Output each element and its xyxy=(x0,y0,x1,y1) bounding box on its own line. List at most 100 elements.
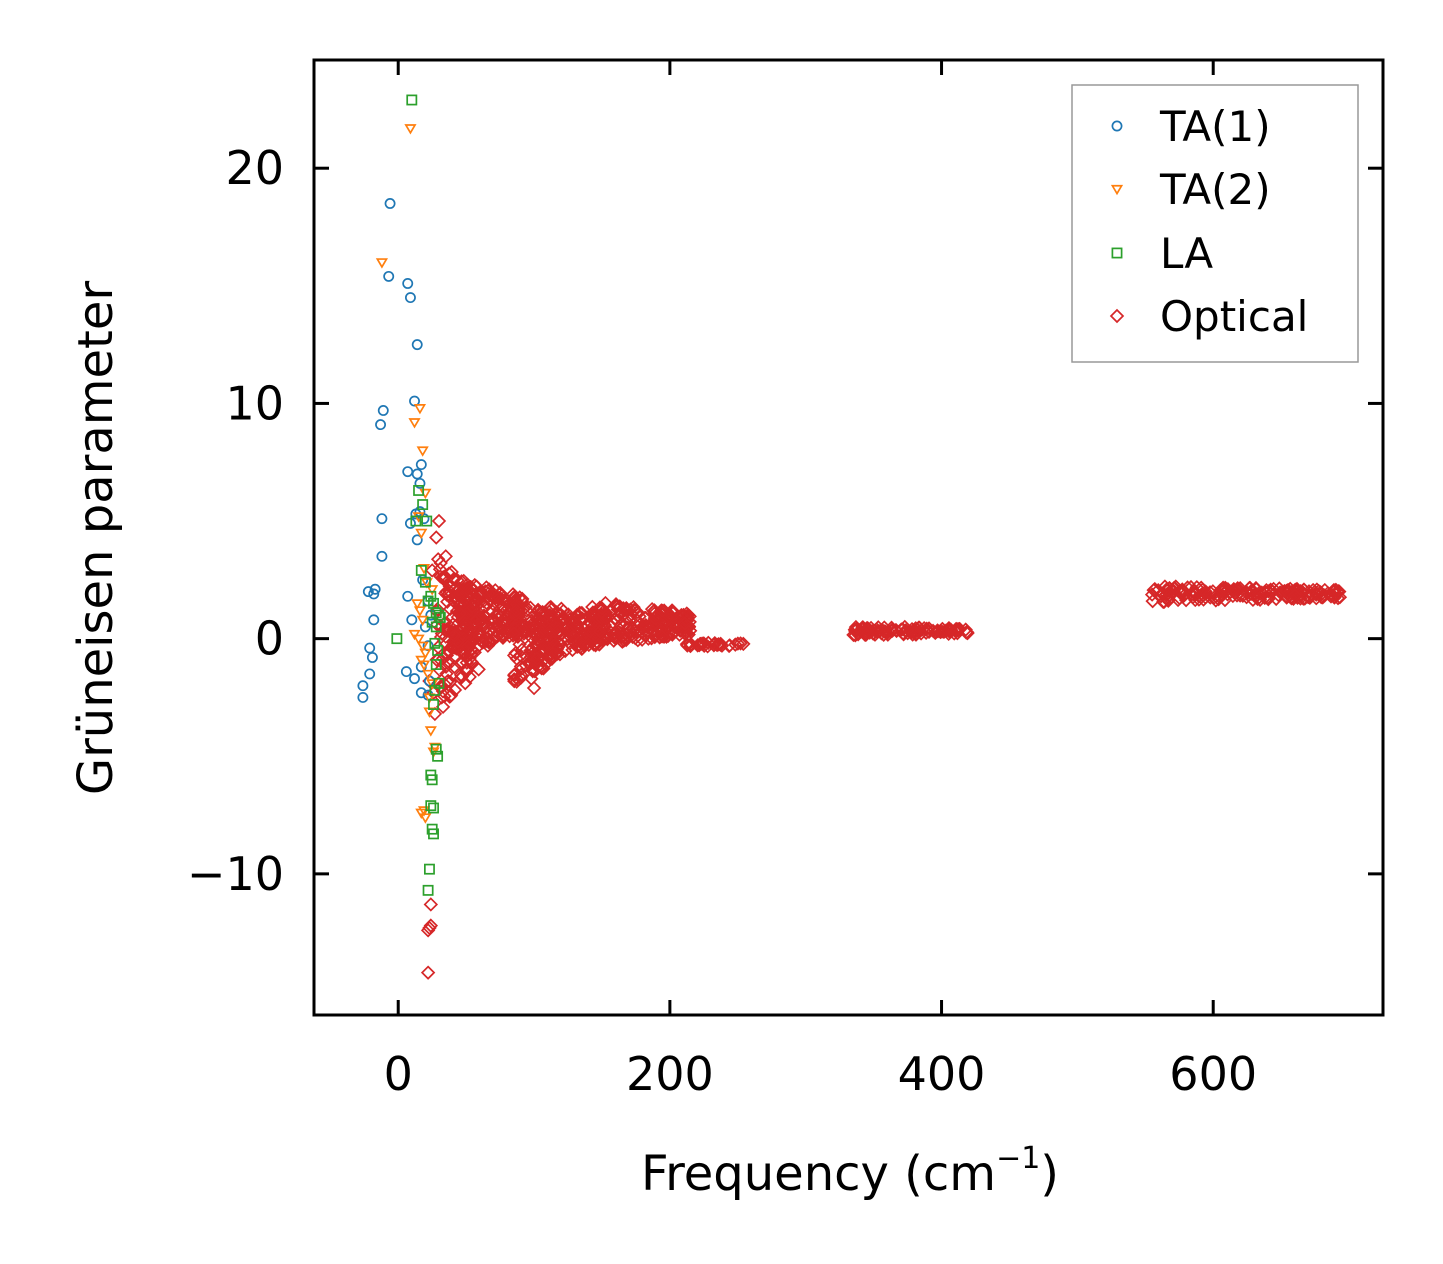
optical-point xyxy=(530,627,545,643)
optical-point xyxy=(1272,581,1287,596)
optical-point xyxy=(478,621,493,637)
optical-point xyxy=(584,616,599,631)
data-point xyxy=(419,576,431,588)
data-point xyxy=(432,750,444,762)
optical-point xyxy=(518,658,534,673)
optical-point xyxy=(508,618,524,633)
x-tick-label: 400 xyxy=(898,1047,986,1101)
optical-point xyxy=(894,622,909,637)
legend-marker xyxy=(1109,308,1125,324)
data-point xyxy=(430,743,442,755)
optical-point xyxy=(610,599,625,614)
optical-point xyxy=(858,623,873,638)
optical-point xyxy=(947,626,962,641)
optical-point xyxy=(680,608,695,623)
optical-point xyxy=(556,603,571,619)
optical-point xyxy=(514,642,530,657)
optical-point xyxy=(461,635,476,650)
optical-point xyxy=(452,597,468,613)
data-point xyxy=(362,586,374,598)
optical-point xyxy=(1301,584,1317,599)
optical-point xyxy=(519,603,534,618)
data-point xyxy=(429,684,441,696)
optical-point xyxy=(507,621,522,637)
optical-point xyxy=(1176,588,1191,604)
optical-point xyxy=(460,583,475,599)
optical-point xyxy=(644,631,659,646)
optical-point xyxy=(1196,592,1211,607)
optical-point xyxy=(547,637,562,653)
x-tick-label: 200 xyxy=(626,1047,714,1101)
optical-point xyxy=(847,622,863,637)
legend-label-la: LA xyxy=(1160,229,1213,278)
optical-point xyxy=(875,622,890,638)
optical-point xyxy=(488,608,504,624)
data-point xyxy=(413,404,427,415)
data-point xyxy=(411,339,423,351)
data-point xyxy=(391,633,403,645)
optical-point xyxy=(550,620,566,636)
optical-point xyxy=(482,622,497,638)
optical-point xyxy=(515,591,530,607)
optical-point xyxy=(452,586,468,602)
optical-point xyxy=(450,634,466,649)
optical-point xyxy=(606,616,622,631)
data-point xyxy=(426,585,439,596)
data-point xyxy=(402,590,414,602)
optical-point xyxy=(453,667,469,683)
data-point xyxy=(368,614,380,626)
optical-point xyxy=(569,607,585,622)
optical-point xyxy=(928,625,943,641)
optical-point xyxy=(515,593,530,609)
optical-point xyxy=(607,626,622,642)
data-point xyxy=(424,726,437,737)
optical-point xyxy=(447,628,462,643)
optical-point xyxy=(1309,582,1325,597)
data-point xyxy=(409,395,420,407)
data-point xyxy=(420,965,436,980)
data-point xyxy=(357,680,369,692)
data-point xyxy=(411,599,424,610)
data-point xyxy=(404,292,416,304)
optical-point xyxy=(1175,582,1190,597)
data-point xyxy=(404,124,417,135)
optical-point xyxy=(733,636,748,651)
optical-point xyxy=(1170,592,1186,608)
optical-point xyxy=(453,656,469,672)
data-point xyxy=(410,515,422,527)
optical-point xyxy=(460,639,475,654)
data-point xyxy=(375,258,389,269)
optical-point xyxy=(439,666,454,681)
optical-point xyxy=(529,651,545,666)
x-axis-label-main: Frequency (cm xyxy=(641,1146,996,1202)
y-tick-label: 0 xyxy=(255,612,284,666)
optical-point xyxy=(523,654,538,670)
optical-point xyxy=(492,590,507,606)
optical-point xyxy=(1161,592,1176,607)
optical-point xyxy=(443,688,458,704)
data-point xyxy=(408,418,421,429)
data-point xyxy=(412,634,425,645)
optical-point xyxy=(1279,583,1294,599)
optical-point xyxy=(481,586,496,601)
optical-point xyxy=(653,622,668,637)
legend-marker xyxy=(1111,120,1123,132)
optical-point xyxy=(650,607,665,622)
data-point xyxy=(417,499,429,511)
optical-point xyxy=(481,582,497,597)
data-point xyxy=(434,612,446,623)
optical-point xyxy=(509,603,524,618)
optical-point xyxy=(936,624,952,640)
optical-point xyxy=(542,607,558,623)
legend: TA(1) TA(2) LA Optical xyxy=(1071,84,1359,363)
optical-point xyxy=(492,585,508,601)
data-point xyxy=(524,671,539,686)
x-tick-label: 600 xyxy=(1169,1047,1257,1101)
optical-point xyxy=(613,617,628,632)
legend-label-ta2: TA(2) xyxy=(1159,165,1271,214)
optical-point xyxy=(510,672,526,688)
data-point xyxy=(364,668,376,680)
data-point xyxy=(384,198,396,209)
optical-point xyxy=(459,655,475,670)
